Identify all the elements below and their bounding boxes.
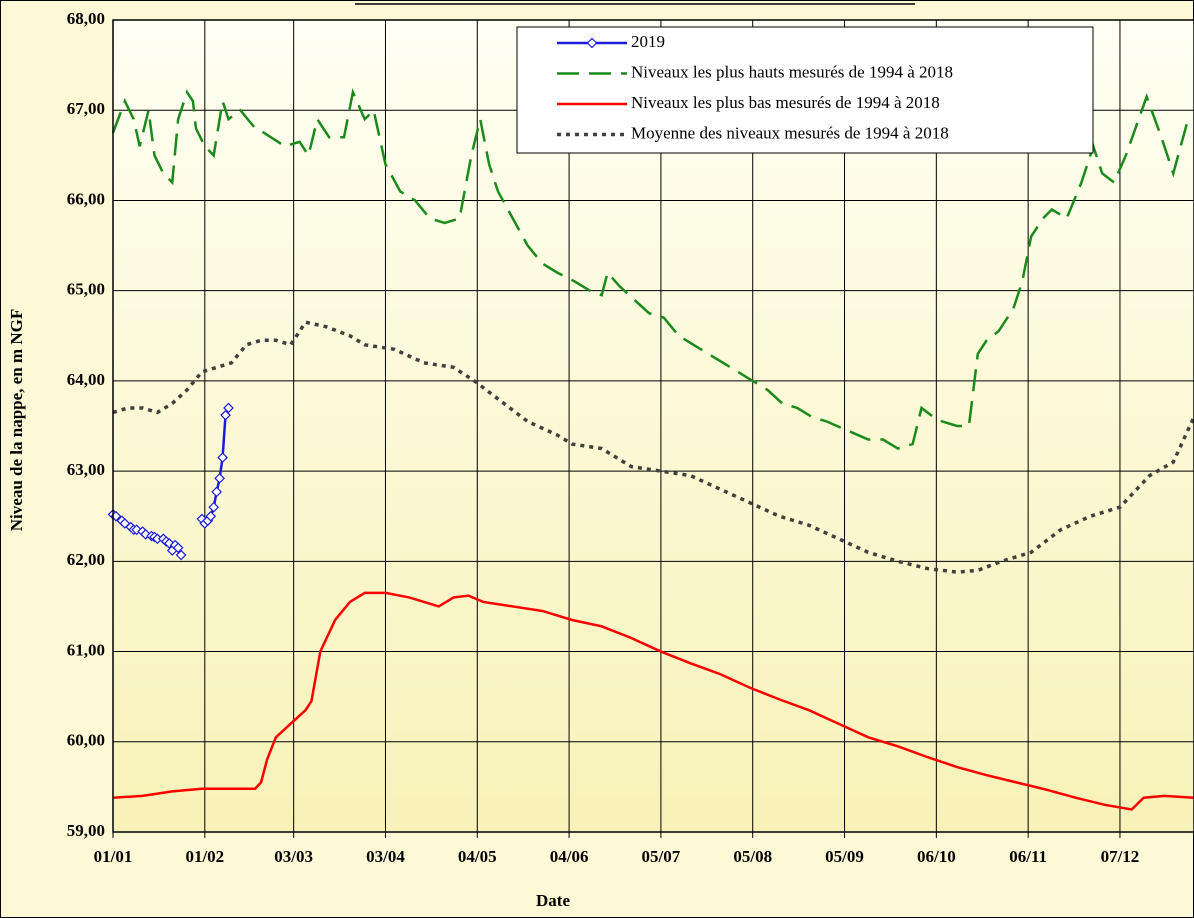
y-tick-label: 64,00	[67, 370, 105, 389]
data-point	[175, 549, 187, 561]
x-tick-label: 01/01	[94, 847, 133, 866]
legend-marker	[586, 37, 598, 49]
legend-label: Moyenne des niveaux mesurés de 1994 à 20…	[631, 123, 949, 142]
x-tick-label: 03/03	[274, 847, 313, 866]
y-tick-label: 66,00	[67, 189, 105, 208]
data-point	[211, 486, 223, 498]
y-axis-label: Niveau de la nappe, en m NGF	[7, 309, 26, 531]
x-tick-label: 04/05	[458, 847, 497, 866]
x-tick-label: 07/12	[1101, 847, 1140, 866]
data-point	[140, 528, 151, 540]
legend-label: Niveaux les plus hauts mesurés de 1994 à…	[631, 62, 953, 81]
data-point	[223, 402, 234, 414]
y-tick-label: 65,00	[67, 280, 105, 299]
y-tick-label: 62,00	[67, 550, 105, 569]
x-axis-label: Date	[536, 891, 570, 910]
y-tick-label: 61,00	[67, 640, 105, 659]
data-point	[208, 501, 220, 513]
x-tick-label: 01/02	[185, 847, 224, 866]
data-point	[119, 518, 131, 529]
y-tick-label: 63,00	[67, 460, 105, 479]
data-point	[217, 452, 228, 463]
plot-frame	[112, 19, 1194, 833]
x-tick-label: 06/10	[917, 847, 956, 866]
y-tick-label: 68,00	[67, 9, 105, 28]
y-tick-label: 59,00	[67, 821, 105, 840]
series-line	[111, 88, 1190, 450]
y-tick-label: 60,00	[67, 731, 105, 750]
data-point	[214, 472, 225, 484]
x-tick-label: 05/09	[825, 847, 864, 866]
data-point	[172, 542, 184, 554]
legend-box	[516, 26, 1094, 154]
x-tick-label: 04/06	[550, 847, 589, 866]
legend-label: Niveaux les plus bas mesurés de 1994 à 2…	[631, 93, 940, 112]
x-tick-label: 03/04	[366, 847, 405, 866]
series-line	[112, 320, 1194, 574]
data-point	[131, 524, 143, 536]
x-tick-label: 05/08	[733, 847, 772, 866]
x-tick-label: 05/07	[642, 847, 681, 866]
data-point	[220, 409, 231, 421]
x-tick-label: 06/11	[1009, 847, 1047, 866]
y-tick-label: 67,00	[67, 99, 105, 118]
legend-label: 2019	[631, 32, 665, 51]
data-point	[205, 510, 217, 522]
series-line	[112, 591, 1194, 811]
